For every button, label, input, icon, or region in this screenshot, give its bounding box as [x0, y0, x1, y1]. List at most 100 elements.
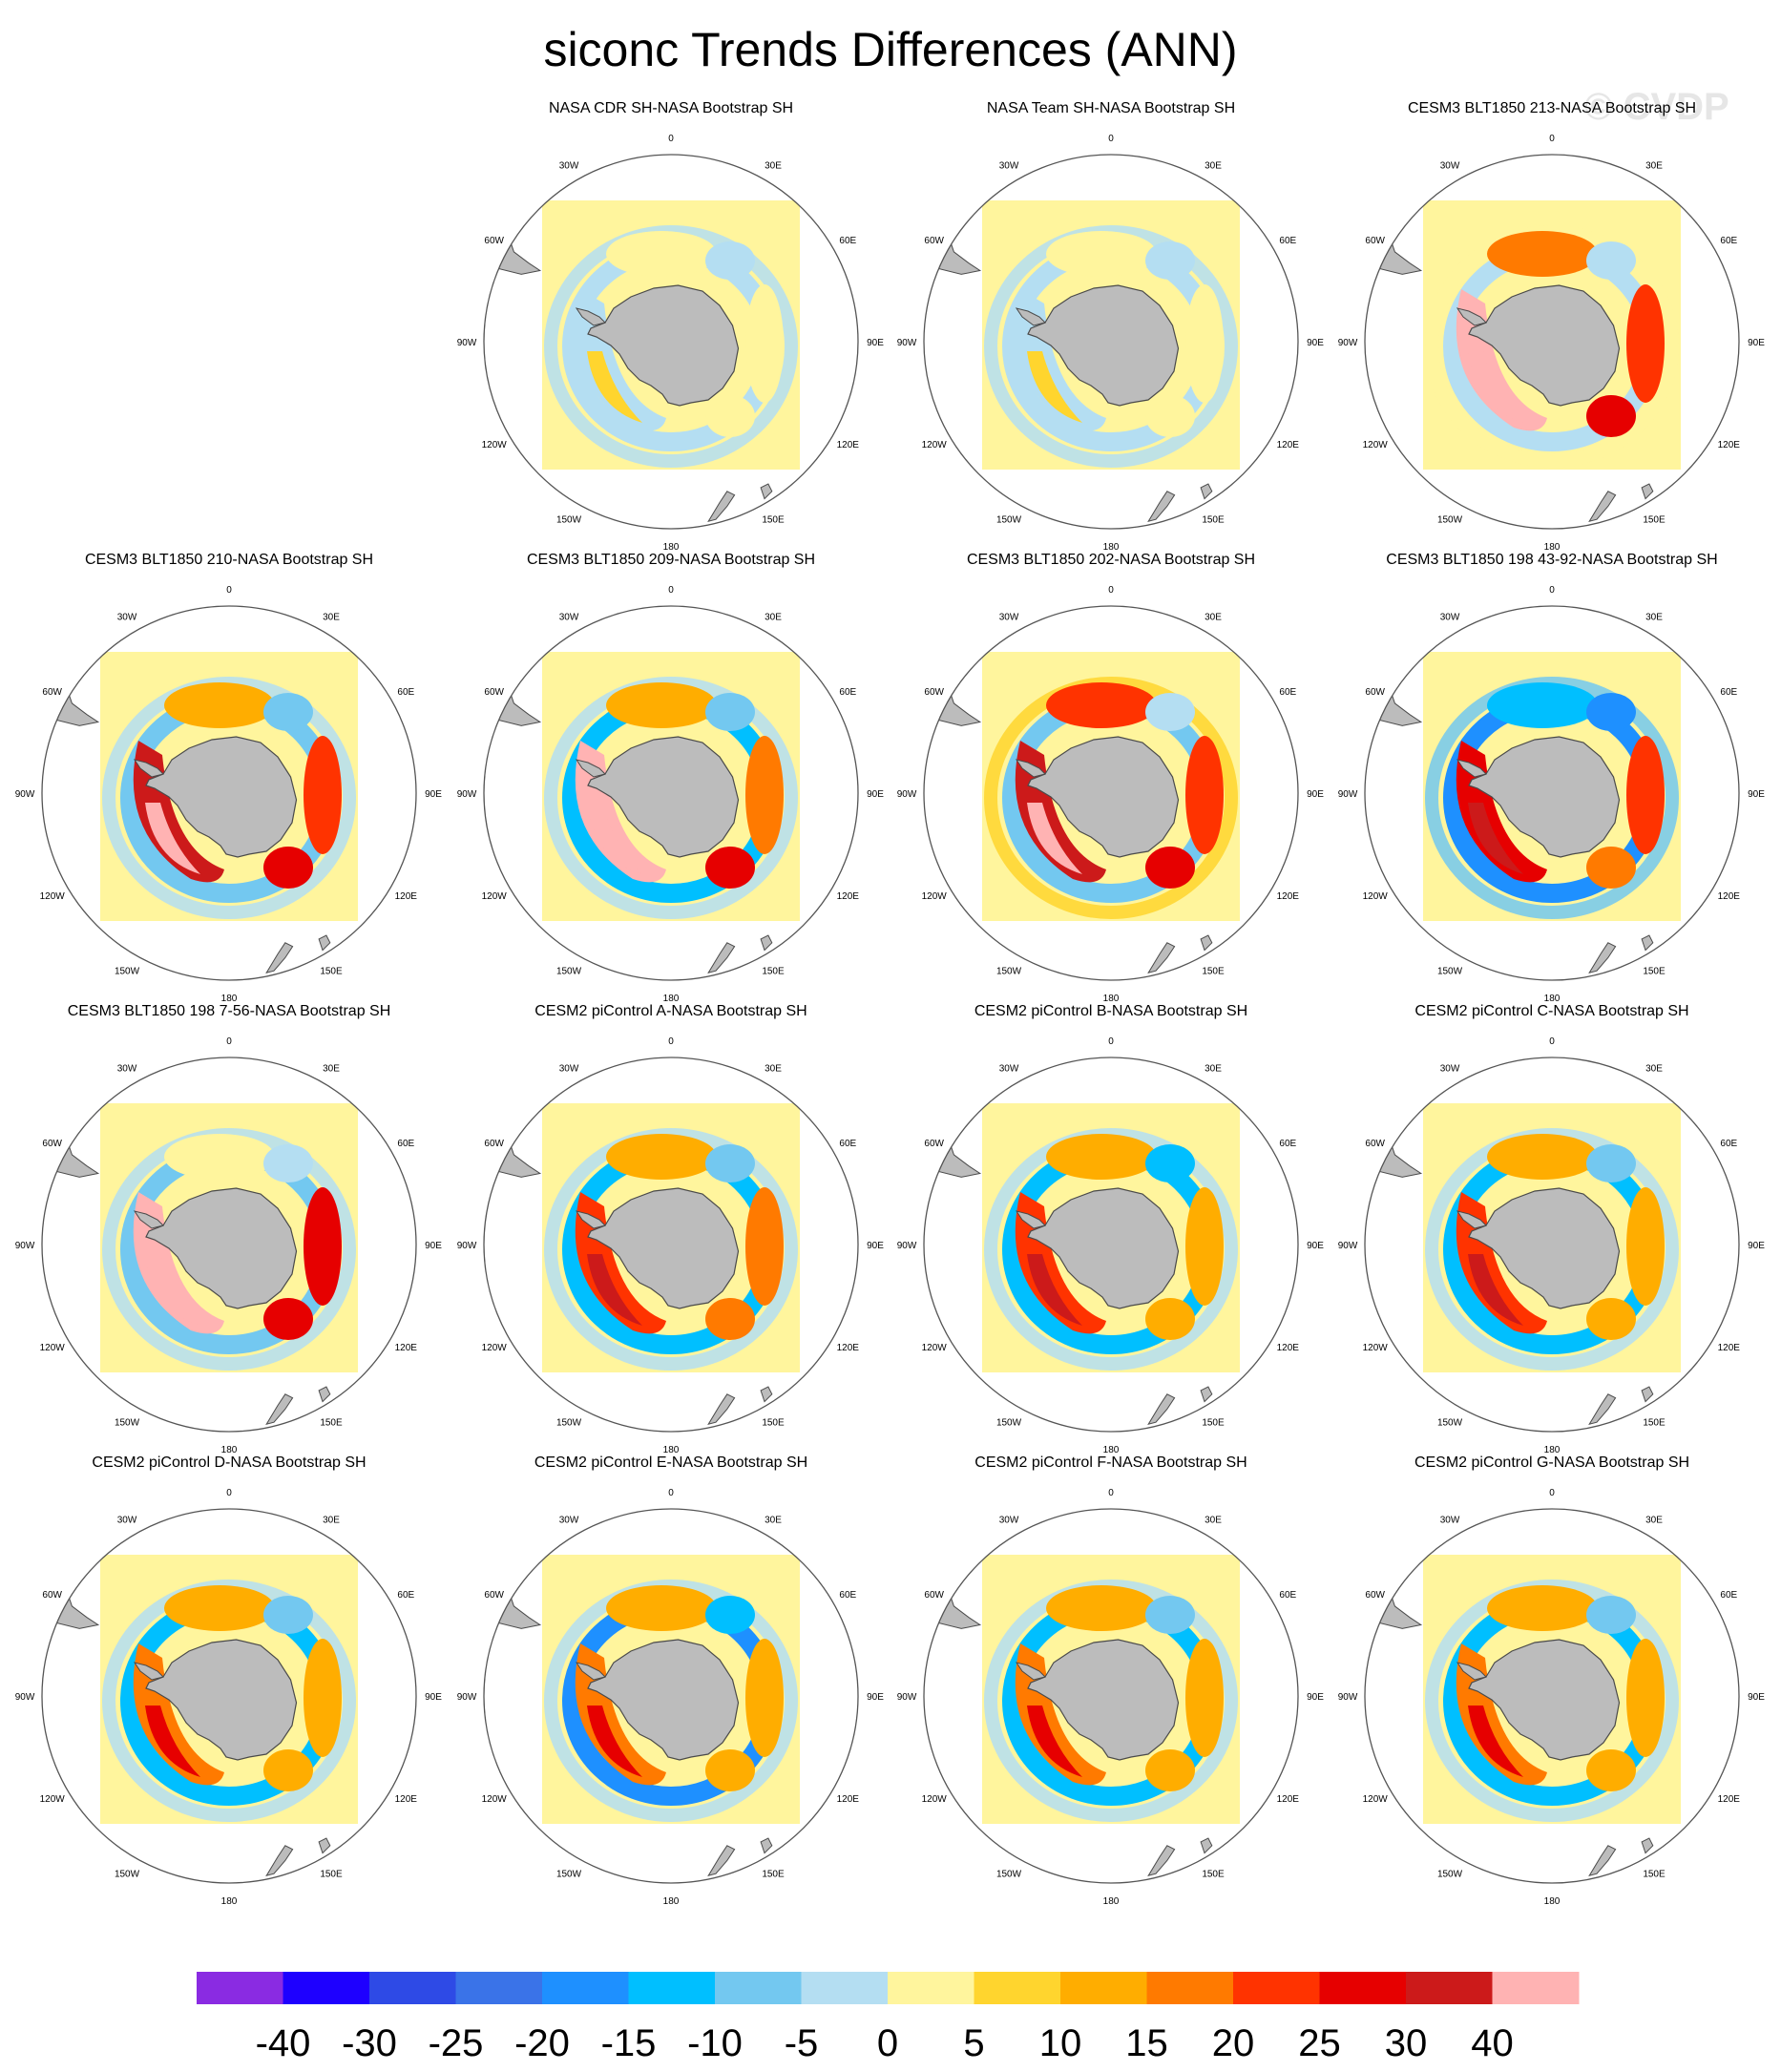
weddell-sector	[1487, 682, 1598, 728]
antarctica-land	[587, 1639, 740, 1761]
longitude-label: 120W	[482, 440, 508, 450]
panel-title: CESM3 BLT1850 198 43-92-NASA Bootstrap S…	[1386, 552, 1717, 568]
panel-title: CESM3 BLT1850 210-NASA Bootstrap SH	[85, 552, 373, 568]
longitude-label: 60W	[484, 1139, 504, 1149]
antarctic-peninsula	[1015, 759, 1046, 778]
east-sector	[304, 736, 342, 854]
longitude-label: 30W	[559, 613, 579, 623]
antarctica-land	[1468, 284, 1621, 407]
southeast-sector	[1145, 847, 1195, 889]
weddell-east-sector	[1586, 693, 1636, 731]
antarctica-land	[1027, 1187, 1180, 1309]
colorbar-label: 40	[1471, 2022, 1514, 2064]
map-panel: CESM3 BLT1850 209-NASA Bootstrap SH 0 30E 6…	[457, 552, 885, 1004]
longitude-label: 180	[663, 542, 680, 553]
longitude-label: 120W	[1363, 440, 1389, 450]
antarctic-peninsula	[575, 1210, 606, 1229]
longitude-label: 60W	[484, 687, 504, 698]
longitude-label: 150W	[1437, 1417, 1463, 1428]
map-boundary	[41, 605, 417, 981]
east-sector	[1626, 1187, 1665, 1306]
colorbar-swatch	[369, 1972, 456, 2004]
longitude-label: 30W	[999, 1064, 1019, 1075]
longitude-label: 90E	[867, 338, 884, 348]
longitude-label: 150W	[115, 1869, 140, 1879]
longitude-label: 120E	[1277, 891, 1300, 902]
longitude-label: 30E	[765, 1516, 782, 1526]
longitude-label: 120W	[922, 891, 948, 902]
longitude-label: 60E	[839, 1590, 856, 1601]
longitude-label: 150E	[1202, 1417, 1225, 1428]
longitude-label: 150E	[762, 514, 785, 525]
longitude-label: 60E	[397, 687, 414, 698]
tasmania-land	[760, 1837, 773, 1854]
ross-core	[145, 1254, 200, 1326]
longitude-label: 0	[1108, 134, 1114, 144]
longitude-label: 0	[1549, 1036, 1555, 1047]
longitude-label: 0	[1549, 1488, 1555, 1498]
longitude-label: 180	[1103, 542, 1120, 553]
longitude-label: 30E	[1645, 161, 1663, 172]
ross-core	[587, 1254, 642, 1326]
longitude-label: 90W	[1338, 338, 1358, 348]
panel-title: CESM2 piControl F-NASA Bootstrap SH	[974, 1455, 1247, 1471]
longitude-label: 60E	[1279, 687, 1296, 698]
longitude-label: 150W	[556, 1417, 582, 1428]
tasmania-land	[1200, 1386, 1213, 1403]
longitude-label: 90E	[1748, 1241, 1765, 1251]
longitude-label: 60E	[1279, 236, 1296, 246]
east-sector	[1185, 1187, 1224, 1306]
longitude-label: 120E	[837, 891, 860, 902]
longitude-label: 30E	[765, 161, 782, 172]
weddell-east-sector	[263, 693, 313, 731]
longitude-label: 150E	[762, 1417, 785, 1428]
longitude-label: 90W	[457, 1692, 477, 1703]
colorbar-label: -15	[601, 2022, 657, 2064]
longitude-label: 30E	[765, 613, 782, 623]
longitude-label: 60E	[1720, 687, 1737, 698]
longitude-label: 180	[1103, 1445, 1120, 1455]
tasmania-land	[1200, 934, 1213, 952]
longitude-label: 60W	[1365, 1139, 1385, 1149]
longitude-label: 120W	[922, 440, 948, 450]
longitude-label: 60W	[924, 687, 944, 698]
longitude-label: 60W	[484, 1590, 504, 1601]
longitude-label: 120W	[922, 1794, 948, 1805]
colorbar-label: 20	[1212, 2022, 1255, 2064]
longitude-label: 180	[663, 1445, 680, 1455]
weddell-east-sector	[263, 1596, 313, 1634]
map-boundary	[923, 1057, 1299, 1433]
weddell-east-sector	[1586, 1596, 1636, 1634]
tasmania-land	[1641, 1837, 1654, 1854]
longitude-label: 60E	[839, 236, 856, 246]
longitude-label: 180	[221, 1445, 238, 1455]
southeast-sector	[1586, 847, 1636, 889]
longitude-label: 30W	[1440, 1064, 1460, 1075]
ross-core	[145, 1706, 200, 1777]
longitude-label: 30E	[765, 1064, 782, 1075]
east-sector	[304, 1639, 342, 1757]
longitude-label: 30W	[1440, 1516, 1460, 1526]
longitude-label: 60E	[1720, 1590, 1737, 1601]
longitude-label: 30W	[559, 1064, 579, 1075]
antarctic-peninsula	[1015, 307, 1046, 326]
colorbar-label: 0	[877, 2022, 898, 2064]
antarctica-land	[145, 1187, 298, 1309]
east-sector	[745, 1639, 784, 1757]
longitude-label: 180	[221, 994, 238, 1004]
longitude-label: 0	[668, 134, 674, 144]
antarctica-land	[587, 1187, 740, 1309]
longitude-label: 90E	[1307, 338, 1324, 348]
longitude-label: 60W	[1365, 1590, 1385, 1601]
new-zealand-land	[1147, 942, 1176, 973]
longitude-label: 30W	[999, 613, 1019, 623]
colorbar-label: -30	[342, 2022, 397, 2064]
map-panel: CESM3 BLT1850 210-NASA Bootstrap SH 0 30E 6…	[15, 552, 443, 1004]
longitude-label: 120W	[922, 1343, 948, 1353]
longitude-label: 0	[1549, 134, 1555, 144]
ross-core	[587, 803, 642, 874]
panel-title: CESM3 BLT1850 213-NASA Bootstrap SH	[1408, 100, 1696, 116]
map-boundary	[41, 1057, 417, 1433]
weddell-sector	[1046, 1585, 1157, 1631]
colorbar-swatch	[1406, 1972, 1493, 2004]
